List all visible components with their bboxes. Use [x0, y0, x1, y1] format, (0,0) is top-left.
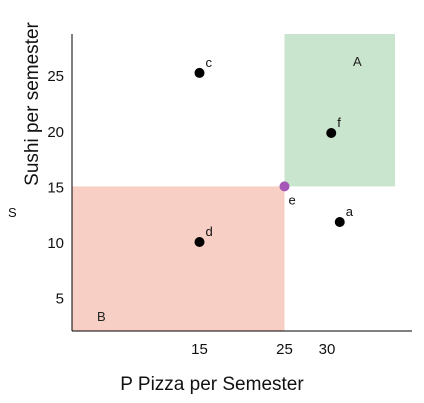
y-tick-label-25: 25	[47, 68, 64, 85]
region-b	[72, 186, 285, 331]
point-a-label: a	[346, 204, 354, 219]
x-axis-title: P Pizza per Semester	[120, 374, 304, 395]
point-e-label: e	[289, 192, 296, 207]
x-tick-label-30: 30	[319, 341, 336, 358]
point-a	[334, 216, 345, 227]
region-a	[284, 34, 395, 187]
point-d	[194, 237, 205, 248]
region-a-label: A	[353, 54, 362, 69]
point-f-label: f	[337, 115, 341, 130]
point-f	[326, 128, 337, 138]
point-c-label: c	[206, 55, 213, 70]
y-tick-label-10: 10	[47, 235, 64, 252]
point-c	[194, 67, 205, 78]
y-axis-title-text: Sushi per semester	[22, 22, 43, 186]
y-tick-label-5: 5	[56, 291, 64, 308]
point-d-label: d	[206, 224, 213, 239]
x-tick-label-25: 25	[276, 341, 293, 358]
point-e	[279, 181, 290, 192]
x-tick-label-15: 15	[191, 341, 208, 358]
y-tick-label-15: 15	[47, 179, 64, 196]
y-tick-label-20: 20	[47, 124, 64, 141]
region-b-label: B	[97, 309, 106, 324]
y-unit-label: S	[8, 205, 17, 220]
